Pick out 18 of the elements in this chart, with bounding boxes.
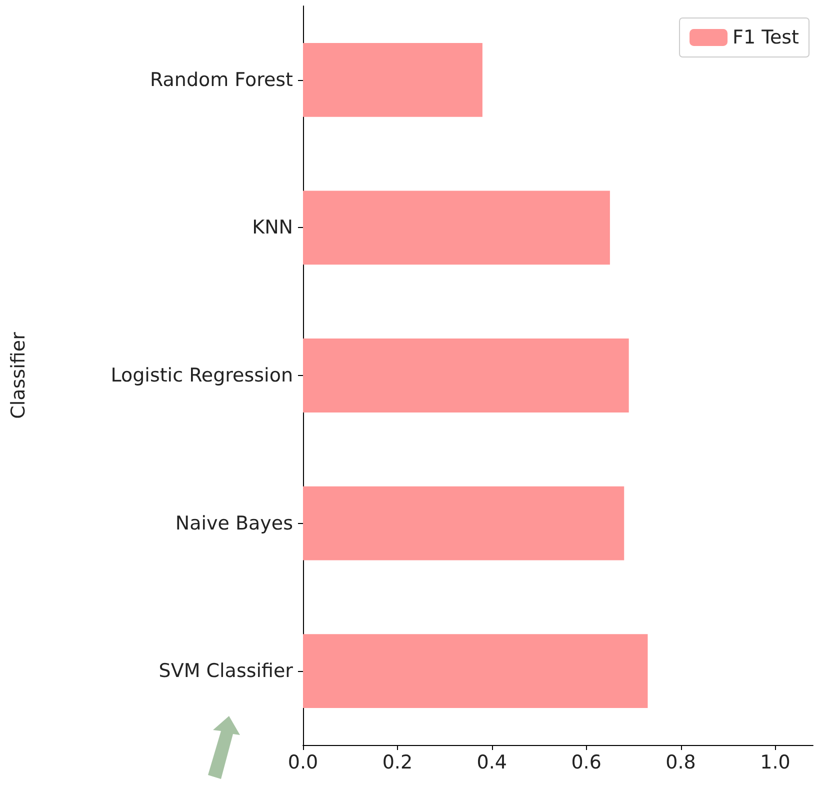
bar [303, 486, 624, 560]
x-tick-label: 0.0 [288, 752, 318, 774]
bar [303, 634, 648, 708]
bar [303, 338, 629, 412]
bar [303, 190, 610, 265]
x-tick-label: 0.6 [571, 752, 602, 774]
y-axis-title: Classifier [8, 332, 30, 419]
y-tick-label: Naive Bayes [175, 512, 293, 534]
legend-label: F1 Test [732, 26, 800, 48]
y-tick-label: SVM Classifier [158, 660, 294, 682]
x-tick-label: 0.8 [666, 752, 696, 774]
bar [303, 42, 482, 117]
x-tick-label: 1.0 [760, 752, 790, 774]
y-tick-label: KNN [252, 216, 293, 239]
x-tick-label: 0.4 [476, 752, 507, 774]
x-tick-label: 0.2 [382, 752, 413, 774]
y-tick-label: Logistic Regression [110, 364, 293, 386]
y-tick-label: Random Forest [150, 68, 293, 91]
